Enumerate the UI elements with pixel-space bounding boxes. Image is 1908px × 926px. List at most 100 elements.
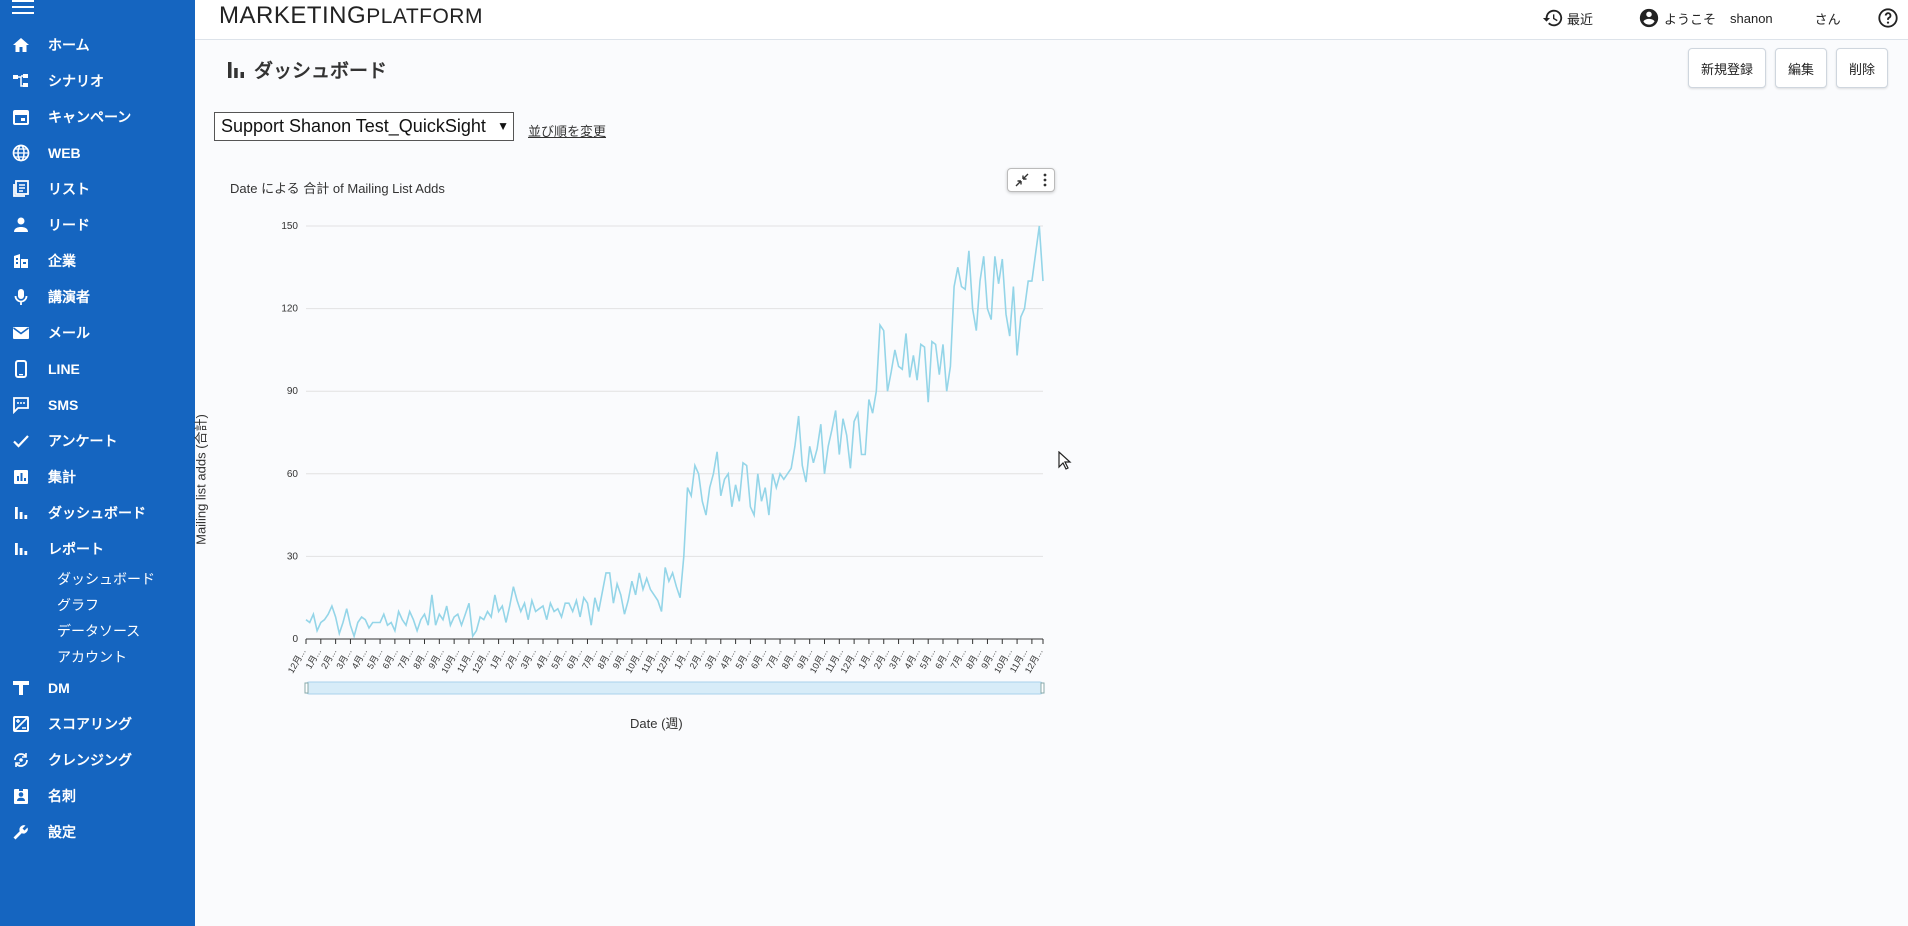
chart-box-icon (12, 468, 30, 486)
sidebar-item-label: スコアリング (48, 716, 132, 732)
sidebar-subitem[interactable]: グラフ (57, 597, 99, 613)
sidebar-item-dm[interactable]: DM (0, 673, 195, 703)
phone-icon (12, 360, 30, 378)
scenario-icon (12, 72, 30, 90)
sidebar-item-label: メール (48, 325, 90, 341)
recent-button[interactable]: 最近 (1542, 7, 1593, 29)
x-axis-label: Date (週) (630, 716, 683, 731)
sidebar-item-label: LINE (48, 361, 80, 377)
app-logo[interactable]: MARKETINGPLATFORM (219, 2, 483, 30)
calendar-icon (12, 108, 30, 126)
sidebar-item-bar-chart[interactable]: レポート (0, 534, 195, 564)
sidebar-subitem[interactable]: データソース (57, 623, 141, 639)
delete-button[interactable]: 削除 (1836, 48, 1888, 88)
sidebar-item-sms[interactable]: SMS (0, 390, 195, 420)
logo-sub: PLATFORM (366, 5, 483, 28)
range-slider-handle-right[interactable] (1040, 682, 1045, 694)
sidebar-item-scoring[interactable]: スコアリング (0, 709, 195, 739)
sort-order-link[interactable]: 並び順を変更 (528, 124, 607, 139)
sidebar-item-scenario[interactable]: シナリオ (0, 66, 195, 96)
user-menu[interactable]: ようこそ shanon さん (1638, 7, 1841, 29)
help-button[interactable] (1877, 7, 1899, 29)
header: MARKETINGPLATFORM 最近 ようこそ shanon さん (195, 0, 1908, 40)
help-icon (1878, 8, 1898, 28)
page-title-text: ダッシュボード (254, 61, 388, 82)
collapse-icon[interactable] (1015, 173, 1029, 187)
sidebar-item-calendar[interactable]: キャンペーン (0, 102, 195, 132)
sidebar-item-label: ダッシュボード (48, 505, 146, 521)
sidebar-item-label: リスト (48, 181, 90, 197)
sidebar-item-bar-chart[interactable]: ダッシュボード (0, 498, 195, 528)
history-icon (1542, 9, 1563, 27)
list-icon (12, 180, 30, 198)
mail-icon (12, 324, 30, 342)
y-tick-label: 60 (287, 469, 299, 480)
series-line (305, 225, 1044, 639)
x-tick-label: 12月... (286, 647, 308, 675)
bar-chart-icon (12, 540, 30, 558)
range-slider[interactable] (305, 681, 1044, 695)
sidebar-item-wrench[interactable]: 設定 (0, 817, 195, 847)
account-circle-icon (1639, 8, 1659, 28)
home-icon (12, 36, 30, 54)
sidebar-item-label: レポート (48, 541, 104, 557)
sidebar-item-label: WEB (48, 145, 81, 161)
honorific-label: さん (1814, 11, 1841, 27)
user-name: shanon (1730, 10, 1773, 26)
sidebar-item-check[interactable]: アンケート (0, 426, 195, 456)
sidebar-item-phone[interactable]: LINE (0, 354, 195, 384)
page-title: ダッシュボード (226, 56, 387, 83)
dashboard-select-value: Support Shanon Test_QuickSight (221, 116, 486, 136)
chevron-down-icon: ▼ (497, 119, 509, 133)
sidebar-item-label: 名刺 (48, 788, 76, 804)
sidebar-item-card[interactable]: 名刺 (0, 781, 195, 811)
sidebar-item-mail[interactable]: メール (0, 318, 195, 348)
logo-main: MARKETING (219, 2, 367, 29)
range-slider-handle-left[interactable] (304, 682, 309, 694)
sidebar-item-label: リード (48, 217, 90, 233)
y-tick-label: 150 (281, 221, 298, 232)
dashboard-select[interactable]: Support Shanon Test_QuickSight ▼ (214, 112, 514, 141)
y-tick-label: 0 (292, 634, 298, 645)
sidebar-item-label: 設定 (48, 824, 76, 840)
sidebar-item-label: SMS (48, 397, 79, 413)
sidebar-item-globe[interactable]: WEB (0, 138, 195, 168)
microphone-icon (12, 288, 30, 306)
sidebar-item-building[interactable]: 企業 (0, 246, 195, 276)
new-button[interactable]: 新規登録 (1688, 48, 1766, 88)
y-tick-label: 30 (287, 551, 299, 562)
menu-icon[interactable] (12, 0, 34, 16)
sidebar-subitem[interactable]: アカウント (57, 649, 127, 665)
y-axis-label: Mailing list adds (合計) (193, 414, 209, 545)
sidebar-subitem[interactable]: ダッシュボード (57, 571, 155, 587)
cleansing-icon (12, 751, 30, 769)
sidebar-item-list[interactable]: リスト (0, 174, 195, 204)
sidebar-item-microphone[interactable]: 講演者 (0, 282, 195, 312)
y-tick-label: 90 (287, 386, 299, 397)
edit-button[interactable]: 編集 (1775, 48, 1827, 88)
sidebar-item-person[interactable]: リード (0, 210, 195, 240)
sidebar-item-home[interactable]: ホーム (0, 30, 195, 60)
sidebar-item-label: ホーム (48, 37, 90, 53)
sidebar-item-chart-box[interactable]: 集計 (0, 462, 195, 492)
wrench-icon (12, 823, 30, 841)
person-icon (12, 216, 30, 234)
sms-icon (12, 396, 30, 414)
scoring-icon (12, 715, 30, 733)
building-icon (12, 252, 30, 270)
sidebar-item-cleansing[interactable]: クレンジング (0, 745, 195, 775)
sidebar-item-label: クレンジング (48, 752, 132, 768)
sidebar-item-label: 講演者 (48, 289, 90, 305)
sidebar-item-label: 集計 (48, 469, 76, 485)
chart-toolbar (1007, 168, 1055, 192)
card-icon (12, 787, 30, 805)
more-vert-icon[interactable] (1042, 173, 1048, 187)
bar-chart-icon (228, 61, 244, 78)
welcome-label: ようこそ (1664, 11, 1717, 27)
sidebar-item-label: シナリオ (48, 73, 104, 89)
sidebar-item-label: DM (48, 680, 70, 696)
y-tick-label: 120 (281, 304, 298, 315)
sidebar-item-label: アンケート (48, 433, 118, 449)
dm-icon (12, 679, 30, 697)
